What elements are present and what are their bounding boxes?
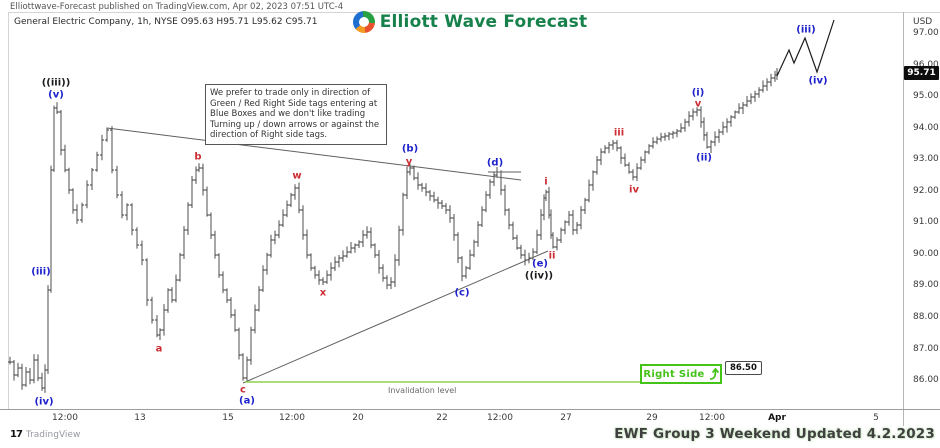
time-axis[interactable]: 12:00 13 15 12:00 20 22 12:00 27 29 12:00 Apr 5 (0, 409, 903, 427)
time-tick: 22 (436, 413, 448, 423)
time-tick: 29 (646, 413, 658, 423)
wave-label-iii: iii (613, 127, 625, 139)
time-tick: 13 (134, 413, 146, 423)
wave-label-y: y (405, 156, 413, 168)
wave-label-piip: (ii) (696, 152, 712, 164)
wave-label-pip: (i) (691, 87, 705, 99)
price-tick: 87.00 (913, 343, 939, 354)
time-tick: 15 (222, 413, 234, 423)
last-price-badge: 95.71 (904, 66, 939, 80)
currency-label: USD (913, 17, 933, 27)
symbol-info: General Electric Company, 1h, NYSE O95.6… (14, 17, 318, 27)
wave-label-pivp: (iv) (808, 75, 828, 87)
wave-label-b: b (194, 151, 202, 163)
price-axis[interactable]: USD 97.00 96.00 95.00 94.00 93.00 92.00 91.00 9… (904, 12, 940, 426)
time-tick: 12:00 (52, 413, 78, 423)
price-tick: 96.00 (913, 59, 939, 70)
weekend-update-note: EWF Group 3 Weekend Updated 4.2.2023 (614, 426, 935, 442)
price-tick: 91.00 (913, 217, 939, 228)
price-tick: 89.00 (913, 280, 939, 291)
time-tick: Apr (768, 413, 786, 423)
tradingview-icon: 17 (10, 429, 23, 440)
price-tick: 94.00 (913, 122, 939, 133)
time-tick: 5 (873, 413, 879, 423)
price-tick: 97.00 (913, 28, 939, 38)
chart-canvas[interactable] (0, 0, 903, 409)
tradingview-logo[interactable]: 17 TradingView (10, 429, 80, 440)
price-tick: 95.00 (913, 91, 939, 102)
time-tick: 12:00 (279, 413, 305, 423)
wave-label-pcp: (c) (454, 287, 470, 299)
wave-label-w: w (292, 170, 302, 182)
turn-up-arrow-icon (709, 368, 719, 380)
chart-frame-left (8, 12, 9, 409)
price-tick: 93.00 (913, 154, 939, 165)
time-axis-separator (0, 409, 940, 410)
wave-label-pvp: (v) (48, 89, 64, 101)
wave-label-pdp: (d) (486, 157, 504, 169)
wave-label-pivp: (iv) (34, 396, 54, 408)
time-tick: 20 (352, 413, 364, 423)
time-tick: 12:00 (487, 413, 513, 423)
wave-label-pap: (a) (239, 395, 255, 407)
wave-label-x: x (319, 287, 327, 299)
wave-label-c: c (240, 384, 246, 396)
time-tick: 27 (560, 413, 572, 423)
right-side-label: Right Side (643, 368, 705, 380)
right-side-tag: Right Side (640, 364, 722, 384)
wave-label-ppiiipp: ((iii)) (41, 77, 71, 89)
wave-label-ii: ii (548, 250, 556, 262)
price-tick: 86.00 (913, 375, 939, 386)
price-axis-separator (903, 12, 904, 426)
wave-label-a: a (155, 343, 163, 355)
chart-frame-top (8, 12, 940, 13)
wave-label-iv: iv (629, 184, 639, 196)
time-tick: 12:00 (699, 413, 725, 423)
price-tick: 92.00 (913, 185, 939, 196)
invalidation-price-flag: 86.50 (725, 361, 762, 375)
wave-label-piiip: (iii) (31, 266, 51, 278)
wave-label-v: v (694, 98, 702, 110)
wave-label-ppivpp: ((iv)) (524, 270, 554, 282)
wave-label-piiip: (iii) (796, 24, 816, 36)
trade-note-box: We prefer to trade only in direction of … (205, 84, 387, 145)
wave-label-i: i (544, 176, 548, 188)
price-tick: 88.00 (913, 311, 939, 322)
tradingview-name: TradingView (25, 429, 81, 440)
published-info: Elliottwave-Forecast published on Tradin… (10, 2, 344, 12)
price-tick: 90.00 (913, 248, 939, 259)
wave-label-pep: (e) (532, 258, 548, 270)
invalidation-level-label: Invalidation level (388, 386, 457, 395)
wave-label-pbp: (b) (401, 143, 419, 155)
